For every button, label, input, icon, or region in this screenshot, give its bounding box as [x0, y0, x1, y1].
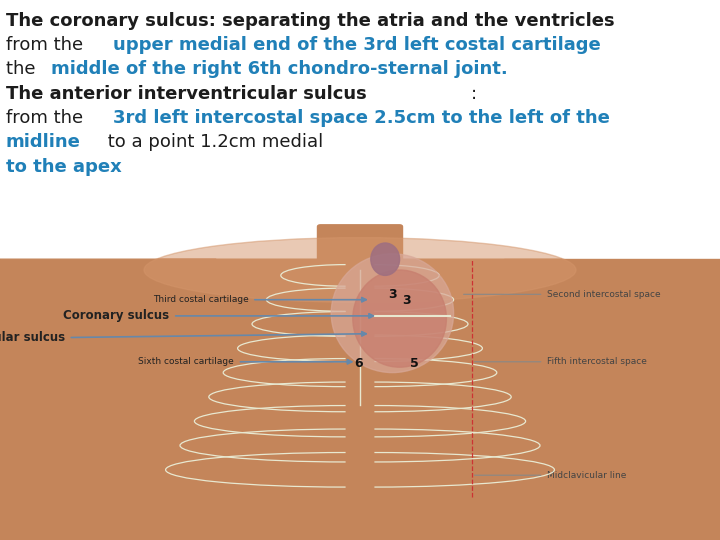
Text: 3: 3 — [388, 288, 397, 301]
Text: Second intercostal space: Second intercostal space — [547, 290, 661, 299]
Polygon shape — [0, 259, 216, 540]
Text: Coronary sulcus: Coronary sulcus — [63, 309, 169, 322]
Text: 3: 3 — [402, 294, 411, 307]
Ellipse shape — [371, 243, 400, 275]
Text: the: the — [6, 60, 41, 78]
Text: The anterior interventricular sulcus: The anterior interventricular sulcus — [6, 85, 366, 103]
Text: The coronary sulcus: separating the atria and the ventricles: The coronary sulcus: separating the atri… — [6, 12, 614, 30]
Text: middle of the right 6th chondro-sternal joint.: middle of the right 6th chondro-sternal … — [51, 60, 508, 78]
Text: from the: from the — [6, 36, 89, 54]
Text: :: : — [472, 85, 477, 103]
Text: Anterior interventricular sulcus: Anterior interventricular sulcus — [0, 331, 65, 344]
Ellipse shape — [331, 254, 454, 373]
Ellipse shape — [353, 270, 446, 367]
Text: upper medial end of the 3rd left costal cartilage: upper medial end of the 3rd left costal … — [113, 36, 600, 54]
Text: 6: 6 — [354, 357, 363, 370]
Text: 3rd left intercostal space 2.5cm to the left of the: 3rd left intercostal space 2.5cm to the … — [113, 109, 610, 127]
Ellipse shape — [324, 232, 396, 270]
FancyBboxPatch shape — [317, 224, 403, 262]
Polygon shape — [504, 259, 720, 540]
Text: to the apex: to the apex — [6, 158, 122, 176]
Text: Third costal cartilage: Third costal cartilage — [153, 295, 248, 304]
Text: Midclavicular line: Midclavicular line — [547, 471, 626, 480]
Text: from the: from the — [6, 109, 89, 127]
Text: 5: 5 — [410, 357, 418, 370]
Polygon shape — [86, 259, 634, 540]
Text: midline: midline — [6, 133, 81, 151]
Ellipse shape — [144, 238, 576, 302]
Text: Fifth intercostal space: Fifth intercostal space — [547, 357, 647, 366]
Text: to a point 1.2cm medial: to a point 1.2cm medial — [102, 133, 323, 151]
Text: Sixth costal cartilage: Sixth costal cartilage — [138, 357, 234, 366]
